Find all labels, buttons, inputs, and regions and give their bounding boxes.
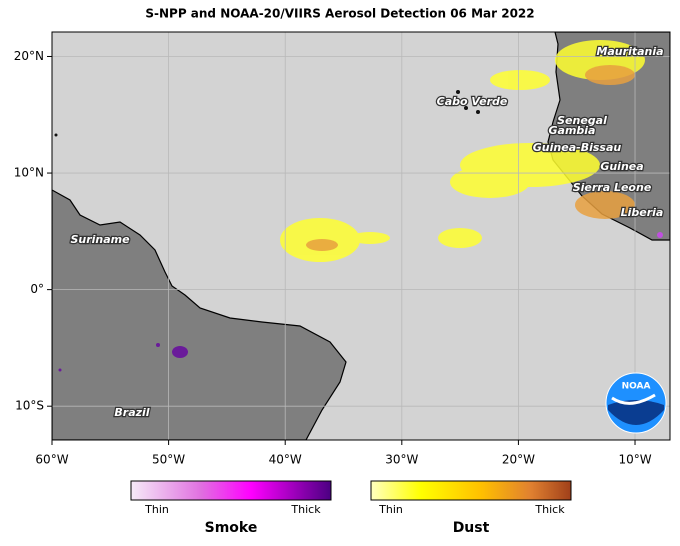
x-tick-label: 30°W bbox=[385, 453, 418, 467]
x-tick-label: 60°W bbox=[35, 453, 68, 467]
x-tick-label: 40°W bbox=[269, 453, 302, 467]
dust-colorbar bbox=[370, 480, 572, 501]
map-layers bbox=[52, 32, 670, 440]
logo-text: NOAA bbox=[622, 382, 651, 392]
noaa-logo: NOAA bbox=[605, 372, 667, 434]
place-label: Senegal bbox=[557, 114, 607, 127]
dust-thin bbox=[280, 40, 645, 262]
x-tick-label: 10°W bbox=[618, 453, 651, 467]
x-tick-label: 50°W bbox=[152, 453, 185, 467]
place-label: Cabo Verde bbox=[437, 95, 508, 108]
y-tick-label: 0° bbox=[30, 282, 44, 296]
legend-title: Smoke bbox=[205, 520, 258, 536]
south-america bbox=[52, 189, 347, 440]
place-label: Brazil bbox=[114, 406, 149, 419]
legend-title: Dust bbox=[453, 520, 490, 536]
x-tick-label: 20°W bbox=[502, 453, 535, 467]
place-label: Liberia bbox=[621, 206, 664, 219]
y-tick-label: 10°S bbox=[15, 399, 44, 413]
place-label: Guinea bbox=[600, 160, 643, 173]
legend-label: Thick bbox=[290, 503, 321, 516]
y-tick-label: 20°N bbox=[14, 49, 44, 63]
place-label: Mauritania bbox=[596, 45, 663, 58]
smoke-colorbar bbox=[130, 480, 332, 501]
y-tick-label: 10°N bbox=[14, 166, 44, 180]
place-label: Suriname bbox=[70, 233, 130, 246]
smoke bbox=[58, 232, 663, 372]
legend-label: Thin bbox=[144, 503, 169, 516]
place-label: Sierra Leone bbox=[573, 181, 652, 194]
legend-label: Thick bbox=[534, 503, 565, 516]
place-label: Gambia bbox=[549, 124, 596, 137]
title: S-NPP and NOAA-20/VIIRS Aerosol Detectio… bbox=[145, 7, 534, 21]
place-label: Guinea-Bissau bbox=[533, 141, 622, 154]
cabo-verde-islands bbox=[54, 90, 480, 137]
map-frame bbox=[51, 31, 671, 441]
legend-label: Thin bbox=[378, 503, 403, 516]
dust-thick bbox=[306, 65, 635, 251]
